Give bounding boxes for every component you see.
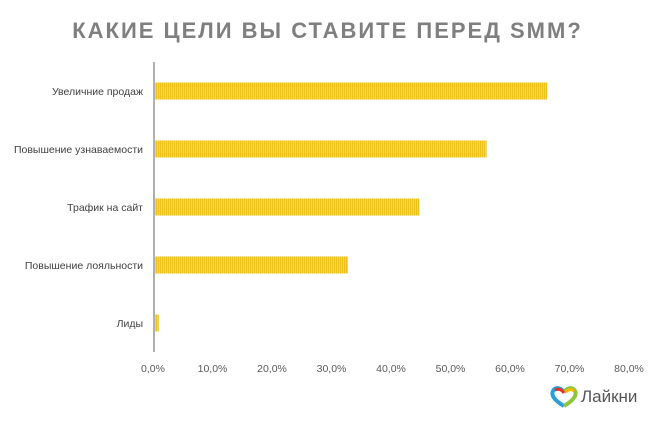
chart-title: КАКИЕ ЦЕЛИ ВЫ СТАВИТЕ ПЕРЕД SMM? bbox=[72, 18, 583, 43]
x-tick-label: 20,0% bbox=[257, 363, 287, 375]
bar bbox=[154, 314, 159, 332]
category-label: Повышение узнаваемости bbox=[14, 144, 143, 156]
category-label: Лиды bbox=[117, 318, 143, 330]
bar bbox=[154, 256, 348, 274]
x-tick-label: 0,0% bbox=[141, 363, 165, 375]
x-tick-label: 40,0% bbox=[376, 363, 406, 375]
x-tick-label: 70,0% bbox=[555, 363, 585, 375]
bar bbox=[154, 198, 420, 216]
x-tick-label: 30,0% bbox=[317, 363, 347, 375]
logo-text: Лайкни bbox=[581, 387, 638, 406]
x-tick-label: 10,0% bbox=[198, 363, 228, 375]
bar bbox=[154, 140, 487, 158]
category-label: Увеличние продаж bbox=[52, 86, 143, 98]
x-tick-label: 50,0% bbox=[436, 363, 466, 375]
x-tick-label: 60,0% bbox=[495, 363, 525, 375]
x-tick-label: 80,0% bbox=[614, 363, 644, 375]
category-label: Трафик на сайт bbox=[67, 202, 143, 214]
heart-logo-icon bbox=[550, 386, 578, 408]
bar bbox=[154, 82, 548, 100]
category-label: Повышение лояльности bbox=[25, 260, 143, 272]
laikni-logo: Лайкни bbox=[550, 386, 637, 408]
